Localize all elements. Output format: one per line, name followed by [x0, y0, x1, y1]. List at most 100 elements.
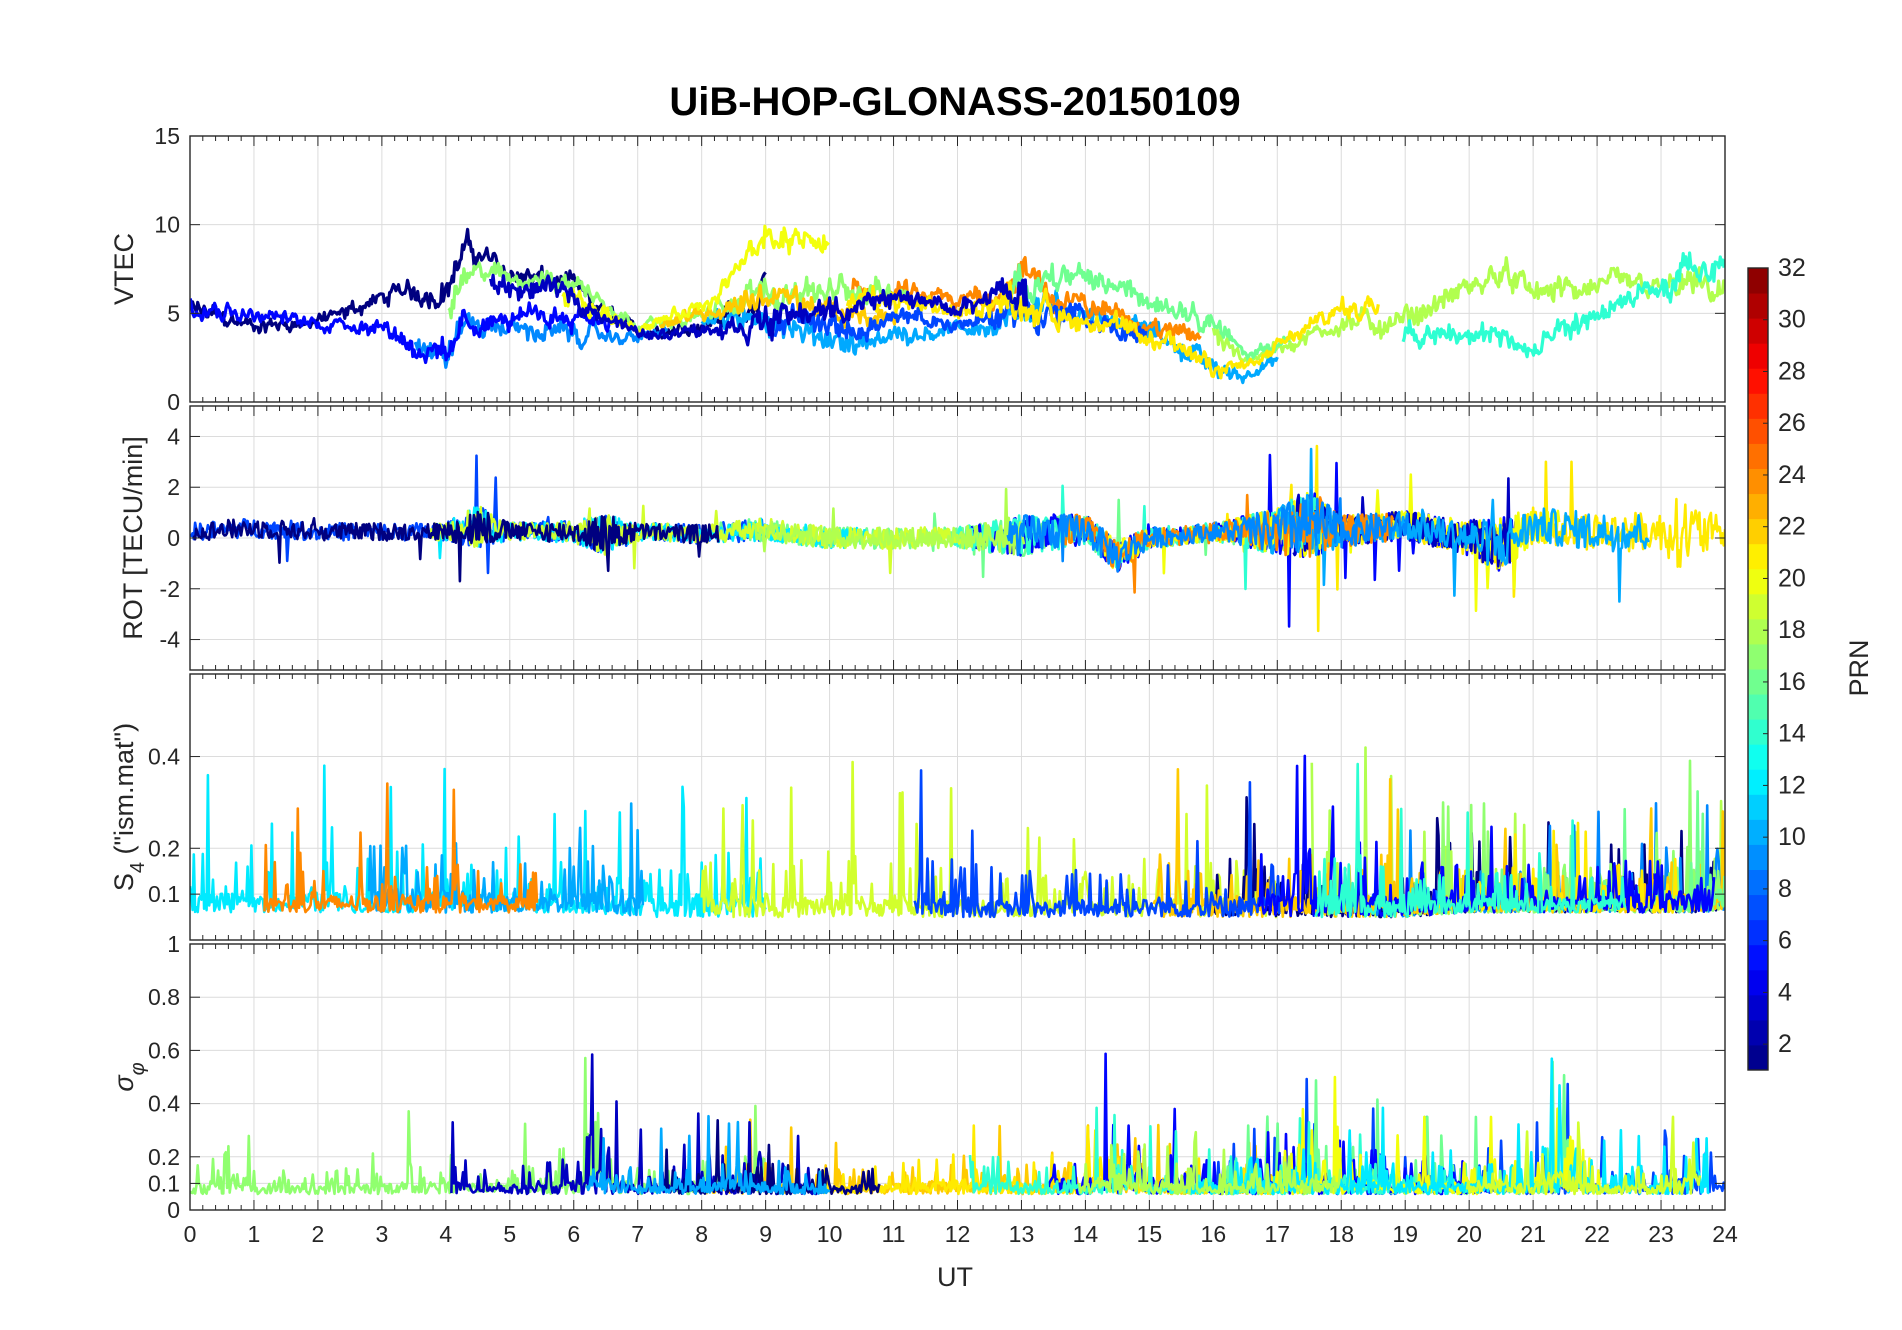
x-tick-label: 18 [1328, 1221, 1354, 1247]
colorbar-segment [1748, 418, 1768, 444]
colorbar-segment [1748, 919, 1768, 946]
series-line-prn-18 [1078, 1130, 1342, 1196]
y-tick-label: 0.1 [148, 1170, 180, 1196]
x-tick-label: 22 [1584, 1221, 1610, 1247]
colorbar-segment [1748, 618, 1768, 645]
x-tick-label: 21 [1520, 1221, 1546, 1247]
y-ticks: 0.1 0.2 0.4 [148, 744, 1725, 907]
series-line-prn-10 [585, 1114, 831, 1196]
colorbar-segment [1748, 894, 1768, 921]
colorbar-segment [1748, 819, 1768, 845]
colorbar-tick-label: 28 [1778, 357, 1806, 385]
series-line-prn-1 [192, 510, 720, 583]
colorbar-segment [1748, 293, 1768, 319]
colorbar-segment [1748, 518, 1768, 545]
x-ticks [189, 136, 1726, 402]
y-tick-label: 1 [167, 931, 180, 957]
x-tick-label: 3 [375, 1221, 388, 1247]
colorbar-segment [1748, 343, 1768, 369]
x-tick-label: 9 [759, 1221, 772, 1247]
series-line-prn-9 [1006, 489, 1409, 573]
colorbar-tick-label: 2 [1778, 1030, 1792, 1058]
panel-2: -4 -2 0 2 4 ROT [TECU/min] [118, 405, 1726, 671]
colorbar-tick-label: 8 [1778, 875, 1792, 903]
y-tick-label: 0 [167, 525, 180, 551]
x-tick-label: 10 [817, 1221, 843, 1247]
colorbar-segment [1748, 468, 1768, 495]
colorbar-segment [1748, 744, 1768, 770]
y-tick-label: 0.1 [148, 881, 180, 907]
y-tick-label: 2 [167, 474, 180, 500]
colorbar-segment [1748, 268, 1768, 294]
x-tick-label: 8 [695, 1221, 708, 1247]
series-line-prn-22 [658, 283, 899, 329]
colorbar-tick-label: 16 [1778, 668, 1806, 696]
y-tick-label: 4 [167, 423, 180, 449]
y-tick-label: 0.2 [148, 1144, 180, 1170]
colorbar-tick-label: 14 [1778, 720, 1806, 748]
chart-title: UiB-HOP-GLONASS-20150109 [669, 80, 1240, 124]
colorbar-tick-label: 30 [1778, 306, 1806, 334]
colorbar-label: PRN [1844, 639, 1874, 696]
y-tick-label: 0.4 [148, 744, 180, 770]
series-lines [190, 1052, 1725, 1196]
y-axis-label: σφ [109, 1062, 149, 1091]
x-tick-label: 12 [945, 1221, 971, 1247]
panel-3: 0.1 0.2 0.4S4 ("ism.mat") [109, 673, 1726, 941]
y-ticks: 0 5 10 15 [154, 123, 1725, 415]
colorbar-segment [1748, 719, 1768, 745]
series-line-prn-14 [1401, 251, 1725, 359]
x-tick-label: 19 [1392, 1221, 1418, 1247]
colorbar-segment [1748, 318, 1768, 344]
series-line-prn-14 [1314, 762, 1627, 919]
colorbar-segment [1748, 694, 1768, 720]
y-tick-label: 0 [167, 1197, 180, 1223]
y-ticks: -4 -2 0 2 4 [160, 423, 1725, 653]
colorbar-segment [1748, 869, 1768, 896]
series-line-prn-3 [489, 273, 1029, 347]
colorbar-segment [1748, 794, 1768, 820]
x-tick-label: 24 [1712, 1221, 1738, 1247]
colorbar-frame [1747, 267, 1769, 1071]
series-line-prn-19 [1465, 1115, 1702, 1196]
x-tick-label: 6 [567, 1221, 580, 1247]
colorbar-tick-label: 26 [1778, 409, 1806, 437]
panel-1: 0 5 10 15 VTEC [109, 123, 1726, 415]
y-tick-label: -2 [160, 576, 180, 602]
x-tick-label: 7 [631, 1221, 644, 1247]
x-ticks [189, 674, 1726, 940]
x-tick-label: 11 [882, 1221, 906, 1247]
colorbar-segment [1748, 368, 1768, 394]
x-ticks [189, 944, 1726, 1210]
y-tick-label: 0 [167, 389, 180, 415]
colorbar-segment [1748, 844, 1768, 870]
x-tick-label: 23 [1648, 1221, 1674, 1247]
series-line-prn-10 [700, 289, 1279, 385]
series-line-prn-18 [751, 487, 1026, 556]
colorbar-segment [1748, 1019, 1768, 1046]
y-tick-label: 0.2 [148, 835, 180, 861]
x-tick-label: 5 [503, 1221, 516, 1247]
x-ticks [189, 406, 1726, 670]
x-tick-label: 16 [1201, 1221, 1227, 1247]
y-tick-label: 0.6 [148, 1037, 180, 1063]
series-line-prn-21 [845, 280, 1380, 380]
colorbar-tick-label: 6 [1778, 927, 1792, 955]
y-tick-label: 15 [154, 123, 180, 149]
y-axis-label: ROT [TECU/min] [118, 436, 148, 640]
series-lines [190, 224, 1725, 385]
series-line-prn-7 [773, 291, 1148, 344]
colorbar-segment [1748, 568, 1768, 595]
colorbar-tick-label: 20 [1778, 564, 1806, 592]
colorbar-segment [1748, 393, 1768, 419]
series-line-prn-24 [263, 782, 539, 914]
x-tick-label: 17 [1264, 1221, 1290, 1247]
series-lines [190, 444, 1725, 633]
colorbar-segment [1748, 769, 1768, 795]
series-line-prn-10 [1268, 447, 1650, 603]
